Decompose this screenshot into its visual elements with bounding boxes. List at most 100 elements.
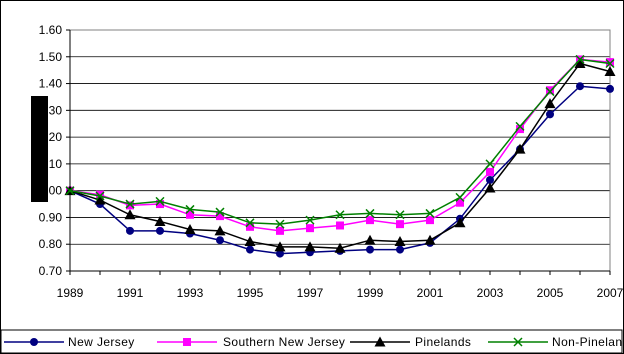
series-layer — [64, 54, 616, 258]
data-point-southern-new-jersey-1997 — [306, 224, 314, 233]
legend-item-southern-new-jersey: Southern New Jersey — [157, 335, 345, 349]
data-point-non-pinelands-1994 — [215, 207, 225, 217]
legend-box — [0, 329, 623, 354]
data-point-pinelands-2007 — [604, 66, 616, 77]
x-tick-label: 2001 — [417, 286, 444, 300]
y-tick-label: 0.90 — [39, 210, 63, 224]
x-tick-label: 1999 — [357, 286, 384, 300]
data-point-pinelands-1993 — [184, 223, 196, 234]
legend-marker-pinelands — [374, 336, 386, 347]
legend-label-new-jersey: New Jersey — [68, 335, 135, 349]
data-point-pinelands-1999 — [364, 234, 376, 245]
legend-marker-new-jersey — [30, 338, 38, 346]
data-point-non-pinelands-2006 — [575, 54, 585, 64]
data-point-southern-new-jersey-1999 — [366, 216, 374, 225]
data-point-new-jersey-1991 — [126, 226, 134, 235]
legend-label-pinelands: Pinelands — [415, 335, 471, 349]
data-point-southern-new-jersey-1998 — [336, 221, 344, 230]
data-point-pinelands-1995 — [244, 236, 256, 247]
x-tick-label: 1997 — [297, 286, 324, 300]
y-tick-label: 1.40 — [39, 77, 63, 91]
data-point-non-pinelands-1991 — [125, 199, 135, 209]
data-point-southern-new-jersey-2007 — [606, 58, 614, 67]
data-point-new-jersey-1992 — [156, 226, 164, 235]
data-point-non-pinelands-2001 — [425, 208, 435, 218]
data-point-new-jersey-2006 — [576, 82, 584, 91]
data-point-pinelands-1991 — [124, 209, 136, 220]
data-point-pinelands-1990 — [94, 194, 106, 205]
data-point-new-jersey-1999 — [366, 245, 374, 254]
data-point-pinelands-2000 — [394, 236, 406, 247]
legend-item-pinelands: Pinelands — [350, 335, 471, 349]
x-tick-label: 2007 — [597, 286, 624, 300]
data-point-non-pinelands-1996 — [275, 219, 285, 229]
data-point-southern-new-jersey-1991 — [126, 201, 134, 210]
series-non-pinelands — [65, 54, 615, 229]
data-point-pinelands-2002 — [454, 217, 466, 228]
data-point-southern-new-jersey-1994 — [216, 212, 224, 221]
data-point-new-jersey-2000 — [396, 245, 404, 254]
x-axis: 1989 1991 1993 1995 1997 1999 2001 2003 2005 2007 — [57, 270, 624, 300]
data-point-non-pinelands-2005 — [545, 87, 555, 97]
x-tick-label: 1995 — [237, 286, 264, 300]
data-point-new-jersey-2003 — [486, 175, 494, 184]
data-point-southern-new-jersey-1993 — [186, 210, 194, 219]
data-point-pinelands-2001 — [424, 234, 436, 245]
redaction-block — [31, 96, 48, 202]
legend-item-non-pinelands: Non-Pinelands — [488, 335, 624, 349]
legend-marker-southern-new-jersey — [183, 338, 191, 346]
data-point-new-jersey-1996 — [276, 249, 284, 258]
data-point-pinelands-2006 — [574, 57, 586, 68]
y-tick-label: 1.60 — [39, 23, 63, 37]
data-point-southern-new-jersey-2000 — [396, 220, 404, 229]
data-point-new-jersey-1995 — [246, 245, 254, 254]
data-point-new-jersey-2005 — [546, 110, 554, 119]
data-point-new-jersey-2007 — [606, 84, 614, 93]
data-point-pinelands-1998 — [334, 242, 346, 253]
x-tick-label: 2003 — [477, 286, 504, 300]
data-point-non-pinelands-2003 — [485, 159, 495, 169]
data-point-southern-new-jersey-2003 — [486, 167, 494, 176]
y-tick-label: 0.80 — [39, 237, 63, 251]
data-point-non-pinelands-2004 — [515, 121, 525, 131]
data-point-pinelands-1992 — [154, 215, 166, 226]
data-point-new-jersey-1994 — [216, 236, 224, 245]
data-point-non-pinelands-1993 — [185, 204, 195, 214]
data-point-pinelands-2003 — [484, 182, 496, 193]
y-tick-label: 0.70 — [39, 264, 63, 278]
y-tick-label: 1.50 — [39, 50, 63, 64]
data-point-southern-new-jersey-2001 — [426, 216, 434, 225]
x-tick-label: 2005 — [537, 286, 564, 300]
data-point-non-pinelands-1995 — [245, 218, 255, 228]
data-point-southern-new-jersey-2004 — [516, 125, 524, 134]
data-point-southern-new-jersey-1996 — [276, 226, 284, 235]
legend-item-new-jersey: New Jersey — [4, 335, 135, 349]
data-point-non-pinelands-2007 — [605, 58, 615, 69]
data-point-non-pinelands-1992 — [155, 196, 165, 206]
data-point-pinelands-2005 — [544, 98, 556, 109]
data-point-southern-new-jersey-2002 — [456, 198, 464, 207]
x-tick-label: 1991 — [117, 286, 144, 300]
data-point-non-pinelands-1990 — [95, 191, 105, 201]
series-pinelands — [64, 57, 616, 253]
data-point-southern-new-jersey-1995 — [246, 222, 254, 231]
data-point-southern-new-jersey-1992 — [156, 200, 164, 209]
legend-label-southern-new-jersey: Southern New Jersey — [223, 335, 345, 349]
data-point-pinelands-1997 — [304, 241, 316, 252]
legend-label-non-pinelands: Non-Pinelands — [552, 335, 624, 349]
legend: New Jersey Southern New Jersey Pinelands… — [0, 329, 624, 354]
data-point-non-pinelands-1998 — [335, 210, 345, 220]
data-point-non-pinelands-2000 — [395, 210, 405, 220]
x-tick-label: 1993 — [177, 286, 204, 300]
data-point-non-pinelands-1999 — [365, 208, 375, 218]
data-point-non-pinelands-1997 — [305, 215, 315, 225]
data-point-southern-new-jersey-2005 — [546, 86, 554, 95]
data-point-non-pinelands-1989 — [65, 186, 75, 196]
x-tick-label: 1989 — [57, 286, 84, 300]
data-point-pinelands-1996 — [274, 241, 286, 252]
data-point-non-pinelands-2002 — [455, 192, 465, 202]
data-point-pinelands-1994 — [214, 225, 226, 236]
